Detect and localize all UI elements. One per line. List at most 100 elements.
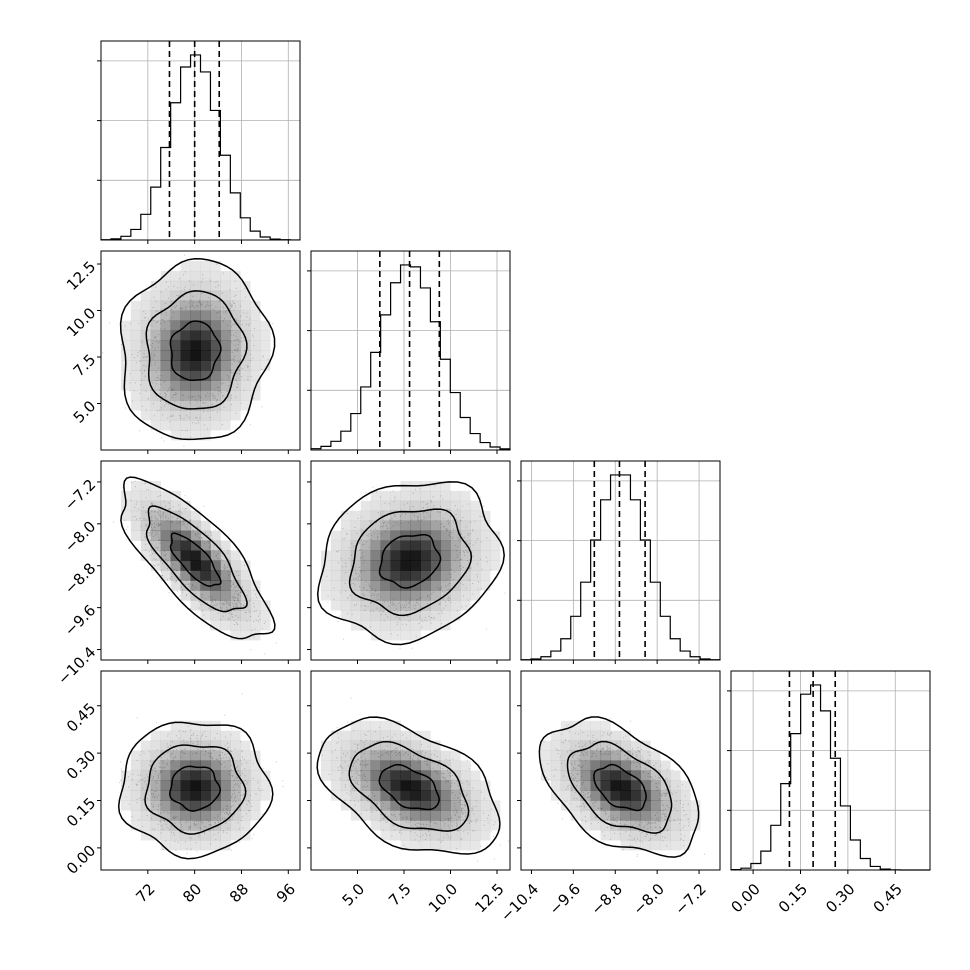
density-cell bbox=[210, 840, 221, 851]
density-cell bbox=[180, 310, 191, 321]
density-cell bbox=[470, 520, 481, 531]
density-cell bbox=[370, 600, 381, 611]
density-cell bbox=[390, 560, 401, 571]
density-cell bbox=[410, 520, 421, 531]
y-tick-label: 0.45 bbox=[63, 699, 99, 735]
density-cell bbox=[150, 780, 161, 791]
density-cell bbox=[570, 780, 581, 791]
density-cell bbox=[630, 750, 641, 761]
contour-level-0 bbox=[593, 763, 647, 812]
density-cell bbox=[410, 740, 421, 751]
density-cell bbox=[170, 560, 181, 571]
density-cell bbox=[640, 830, 651, 841]
density-cell bbox=[210, 830, 221, 841]
density-cell bbox=[670, 770, 681, 781]
density-cell bbox=[640, 760, 651, 771]
density-cell bbox=[250, 610, 261, 621]
panel-frame bbox=[100, 40, 301, 241]
density-cell bbox=[480, 820, 491, 831]
density-cell bbox=[600, 810, 611, 821]
density-cell bbox=[230, 600, 241, 611]
density-cell bbox=[210, 400, 221, 411]
density-cell bbox=[400, 630, 411, 641]
density-cell bbox=[240, 630, 251, 641]
density-cell bbox=[370, 620, 381, 631]
density-cell bbox=[660, 810, 671, 821]
density-cell bbox=[650, 760, 661, 771]
y-tick-label: −8.8 bbox=[61, 559, 99, 597]
density-cell bbox=[340, 780, 352, 791]
density-cell bbox=[140, 370, 152, 381]
density-cell bbox=[420, 480, 431, 492]
density-cell bbox=[460, 590, 471, 601]
density-cell bbox=[440, 790, 451, 801]
density-cell bbox=[140, 410, 152, 421]
density-cell bbox=[620, 790, 631, 801]
density-cell bbox=[170, 330, 181, 341]
density-cell bbox=[200, 300, 211, 311]
density-cell bbox=[350, 570, 362, 581]
y-tick-label: −8.0 bbox=[61, 517, 99, 555]
density-cell bbox=[330, 570, 342, 581]
density-cell bbox=[140, 310, 152, 321]
density-cell bbox=[410, 630, 421, 641]
density-cell bbox=[130, 760, 142, 771]
density-cell bbox=[140, 540, 152, 551]
density-cell bbox=[330, 600, 342, 611]
density-cell bbox=[170, 810, 181, 821]
density-cell bbox=[140, 350, 152, 361]
density-cell bbox=[260, 350, 271, 361]
density-cell bbox=[130, 530, 142, 541]
density-cell bbox=[590, 790, 601, 801]
density-cell bbox=[430, 610, 441, 621]
density-cell bbox=[160, 830, 171, 841]
density-cell bbox=[220, 420, 231, 431]
density-cell bbox=[150, 410, 161, 421]
density-cell bbox=[340, 610, 352, 621]
density-cell bbox=[220, 730, 231, 741]
density-cell bbox=[190, 550, 201, 561]
density-cell bbox=[130, 370, 142, 381]
density-cell bbox=[120, 490, 132, 502]
density-cell bbox=[260, 620, 271, 631]
density-cell bbox=[420, 840, 431, 851]
density-cell bbox=[160, 820, 171, 831]
density-cell bbox=[210, 810, 221, 821]
density-cell bbox=[490, 540, 501, 551]
density-cell bbox=[630, 760, 641, 771]
density-cell bbox=[430, 750, 441, 761]
density-cell bbox=[160, 420, 171, 431]
density-cell bbox=[690, 810, 701, 821]
density-cell bbox=[260, 790, 271, 801]
density-cell bbox=[160, 290, 171, 302]
density-cell bbox=[430, 500, 441, 512]
density-cell bbox=[240, 400, 251, 411]
density-cell bbox=[340, 800, 352, 811]
density-cell bbox=[140, 520, 152, 531]
density-cell bbox=[330, 770, 342, 781]
density-cell bbox=[240, 370, 251, 381]
density-cell bbox=[340, 760, 352, 771]
density-cell bbox=[410, 830, 421, 841]
density-cell bbox=[410, 560, 421, 571]
density-cell bbox=[250, 340, 261, 351]
density-cell bbox=[130, 400, 142, 411]
density-cell bbox=[200, 830, 211, 841]
density-cell bbox=[350, 780, 362, 791]
density-cell bbox=[210, 770, 221, 781]
density-cell bbox=[380, 540, 391, 551]
density-cell bbox=[420, 510, 431, 521]
density-cell bbox=[670, 780, 681, 791]
density-cell bbox=[240, 820, 251, 831]
density-cell bbox=[210, 600, 221, 611]
density-cell bbox=[130, 300, 142, 311]
density-cell bbox=[150, 340, 161, 351]
contour-level-0 bbox=[378, 763, 440, 811]
density-cell bbox=[210, 590, 221, 601]
density-cell bbox=[180, 500, 191, 512]
density-cell bbox=[200, 430, 211, 441]
density-cell bbox=[460, 780, 471, 791]
density-cell bbox=[430, 770, 441, 781]
density-cell bbox=[620, 810, 631, 821]
density-cell bbox=[190, 370, 201, 381]
